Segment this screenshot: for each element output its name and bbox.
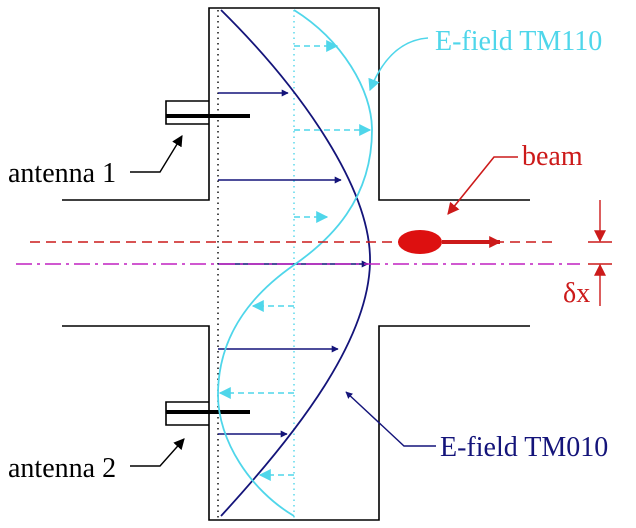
label-antenna-1: antenna 1 xyxy=(8,158,116,189)
antenna-2-port xyxy=(165,401,250,426)
label-delta-x: δx xyxy=(563,278,590,309)
label-beam: beam xyxy=(522,141,583,172)
beam-bunch xyxy=(398,230,442,254)
label-efield-tm010: E-field TM010 xyxy=(440,432,608,463)
label-leaders xyxy=(130,37,518,467)
leader-antenna1 xyxy=(130,135,183,173)
cavity-outline xyxy=(62,7,530,521)
tm110-field-curve xyxy=(217,9,373,517)
leader-antenna2 xyxy=(130,438,185,467)
antenna-1-port xyxy=(165,100,250,125)
leader-tm010 xyxy=(345,391,436,447)
tm010-field-curve xyxy=(220,9,371,517)
cavity-lower-wall xyxy=(62,325,530,521)
label-efield-tm110: E-field TM110 xyxy=(435,26,602,57)
label-antenna-2: antenna 2 xyxy=(8,453,116,484)
cavity-upper-wall xyxy=(62,7,530,201)
tm110-field-arrows xyxy=(218,40,372,481)
leader-tm110 xyxy=(368,37,429,92)
leader-beam xyxy=(447,156,518,215)
offset-marker xyxy=(588,200,612,306)
